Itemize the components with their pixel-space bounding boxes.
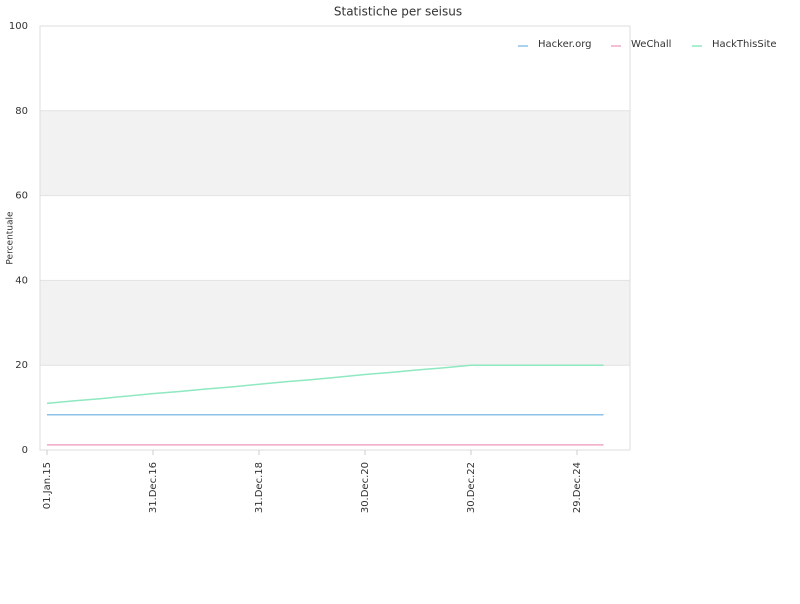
x-tick-label: 29.Dec.24 xyxy=(572,462,583,513)
y-tick-label: 20 xyxy=(15,360,28,371)
legend-label: Hacker.org xyxy=(538,39,592,50)
x-tick-label: 01.Jan.15 xyxy=(42,462,53,509)
x-tick-label: 30.Dec.22 xyxy=(466,462,477,513)
x-tick-label: 30.Dec.20 xyxy=(360,462,371,513)
chart-title: Statistiche per seisus xyxy=(334,5,462,19)
legend-label: HackThisSite xyxy=(712,39,777,50)
x-tick-label: 31.Dec.18 xyxy=(254,462,265,513)
y-tick-label: 80 xyxy=(15,106,28,117)
legend-label: WeChall xyxy=(631,39,671,50)
y-tick-label: 0 xyxy=(22,445,28,456)
plot-frame xyxy=(39,25,631,451)
grid-band xyxy=(40,110,630,196)
y-tick-label: 100 xyxy=(9,21,28,32)
y-tick-label: 60 xyxy=(15,191,28,202)
y-axis-label: Percentuale xyxy=(6,211,16,265)
grid-band xyxy=(40,280,630,366)
y-tick-label: 40 xyxy=(15,275,28,286)
line-series xyxy=(46,364,604,405)
x-tick-label: 31.Dec.16 xyxy=(148,462,159,513)
